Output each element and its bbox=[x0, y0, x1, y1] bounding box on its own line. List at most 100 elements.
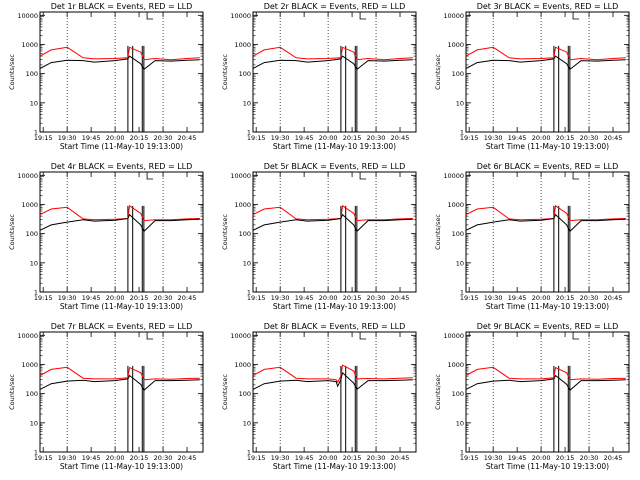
y-tick-label: 10 bbox=[243, 419, 251, 427]
data-gap-marker bbox=[567, 205, 571, 293]
data-gap-marker bbox=[340, 365, 347, 453]
events-series-line bbox=[252, 371, 413, 391]
y-tick-label: 10 bbox=[243, 99, 251, 107]
lld-series-line bbox=[465, 366, 626, 381]
chart-title: Det 5r BLACK = Events, RED = LLD bbox=[264, 162, 406, 171]
y-tick-label: 1 bbox=[460, 289, 464, 297]
chart-panel-2: Det 2r BLACK = Events, RED = LLD Counts/s… bbox=[221, 2, 417, 151]
plot-frame bbox=[252, 11, 417, 133]
step-marker bbox=[572, 172, 580, 180]
y-tick-label: 1000 bbox=[234, 201, 251, 209]
x-tick-label: 20:30 bbox=[154, 294, 173, 302]
x-tick-label: 19:15 bbox=[247, 134, 266, 142]
chart-panel-8: Det 8r BLACK = Events, RED = LLD Counts/s… bbox=[221, 322, 417, 471]
y-tick-label: 10000 bbox=[17, 332, 38, 340]
lld-series-line bbox=[39, 366, 200, 381]
x-tick-label: 19:30 bbox=[484, 454, 503, 462]
data-gap-marker bbox=[141, 205, 145, 293]
x-tick-label: 20:45 bbox=[178, 294, 197, 302]
y-tick-label: 100 bbox=[239, 230, 251, 238]
x-tick-label: 19:45 bbox=[508, 134, 527, 142]
x-tick-label: 19:15 bbox=[460, 134, 479, 142]
x-tick-label: 20:30 bbox=[154, 134, 173, 142]
x-tick-label: 20:45 bbox=[178, 454, 197, 462]
y-axis-label: Counts/sec bbox=[221, 54, 229, 90]
x-axis-label: Start Time (11-May-10 19:13:00) bbox=[60, 462, 183, 471]
events-series-line bbox=[465, 213, 626, 233]
data-gap-marker bbox=[553, 205, 560, 293]
lld-series-line bbox=[252, 364, 413, 384]
x-tick-label: 19:45 bbox=[508, 454, 527, 462]
y-tick-label: 1000 bbox=[234, 361, 251, 369]
y-tick-label: 1000 bbox=[234, 41, 251, 49]
y-tick-label: 1000 bbox=[447, 201, 464, 209]
chart-panel-6: Det 6r BLACK = Events, RED = LLD Counts/s… bbox=[434, 162, 630, 311]
chart-panel-3: Det 3r BLACK = Events, RED = LLD Counts/s… bbox=[434, 2, 630, 151]
chart-title: Det 3r BLACK = Events, RED = LLD bbox=[477, 2, 619, 11]
y-tick-label: 100 bbox=[26, 230, 38, 238]
chart-title: Det 2r BLACK = Events, RED = LLD bbox=[264, 2, 406, 11]
x-tick-label: 20:30 bbox=[367, 134, 386, 142]
y-tick-label: 1 bbox=[247, 129, 251, 137]
y-tick-label: 10 bbox=[456, 99, 464, 107]
data-gap-marker bbox=[567, 45, 571, 133]
events-series-line bbox=[39, 213, 200, 233]
y-tick-label: 1 bbox=[34, 289, 38, 297]
y-tick-label: 100 bbox=[26, 70, 38, 78]
x-tick-label: 20:45 bbox=[391, 294, 410, 302]
x-tick-label: 19:30 bbox=[58, 294, 77, 302]
y-tick-label: 10000 bbox=[230, 332, 251, 340]
x-axis-label: Start Time (11-May-10 19:13:00) bbox=[486, 142, 609, 151]
x-tick-label: 19:15 bbox=[34, 454, 53, 462]
x-axis-label: Start Time (11-May-10 19:13:00) bbox=[486, 462, 609, 471]
data-gap-marker bbox=[127, 365, 134, 453]
y-tick-label: 1 bbox=[460, 449, 464, 457]
y-axis-label: Counts/sec bbox=[434, 374, 442, 410]
x-axis-label: Start Time (11-May-10 19:13:00) bbox=[273, 302, 396, 311]
y-tick-label: 1000 bbox=[447, 361, 464, 369]
plot-frame bbox=[465, 171, 630, 293]
data-gap-marker bbox=[553, 365, 560, 453]
y-tick-label: 10 bbox=[30, 419, 38, 427]
x-tick-label: 20:30 bbox=[580, 134, 599, 142]
data-gap-marker bbox=[354, 45, 358, 133]
data-gap-marker bbox=[127, 45, 134, 133]
lld-series-line bbox=[252, 46, 413, 61]
x-tick-label: 19:15 bbox=[247, 294, 266, 302]
y-tick-label: 10000 bbox=[443, 332, 464, 340]
y-tick-label: 1000 bbox=[21, 361, 38, 369]
x-tick-label: 20:00 bbox=[532, 294, 551, 302]
y-axis-label: Counts/sec bbox=[434, 54, 442, 90]
step-marker bbox=[146, 332, 154, 340]
x-tick-label: 19:45 bbox=[508, 294, 527, 302]
y-tick-label: 1 bbox=[460, 129, 464, 137]
y-tick-label: 100 bbox=[452, 390, 464, 398]
x-tick-label: 19:45 bbox=[295, 134, 314, 142]
y-tick-label: 10000 bbox=[230, 172, 251, 180]
x-tick-label: 19:15 bbox=[34, 134, 53, 142]
data-gap-marker bbox=[354, 205, 358, 293]
x-tick-label: 20:45 bbox=[391, 134, 410, 142]
chart-panel-4: Det 4r BLACK = Events, RED = LLD Counts/s… bbox=[8, 162, 204, 311]
data-gap-marker bbox=[141, 365, 145, 453]
x-axis-label: Start Time (11-May-10 19:13:00) bbox=[273, 142, 396, 151]
x-tick-label: 19:15 bbox=[460, 294, 479, 302]
step-marker bbox=[572, 12, 580, 20]
lld-series-line bbox=[465, 46, 626, 61]
x-axis-label: Start Time (11-May-10 19:13:00) bbox=[273, 462, 396, 471]
y-tick-label: 10000 bbox=[17, 172, 38, 180]
chart-title: Det 6r BLACK = Events, RED = LLD bbox=[477, 162, 619, 171]
y-axis-label: Counts/sec bbox=[434, 214, 442, 250]
x-tick-label: 19:30 bbox=[58, 454, 77, 462]
x-tick-label: 20:00 bbox=[106, 294, 125, 302]
x-tick-label: 19:30 bbox=[271, 134, 290, 142]
y-tick-label: 1000 bbox=[21, 201, 38, 209]
y-axis-label: Counts/sec bbox=[221, 374, 229, 410]
lld-series-line bbox=[252, 204, 413, 222]
chart-title: Det 9r BLACK = Events, RED = LLD bbox=[477, 322, 619, 331]
x-tick-label: 19:45 bbox=[82, 134, 101, 142]
y-tick-label: 100 bbox=[26, 390, 38, 398]
y-tick-label: 10000 bbox=[230, 12, 251, 20]
chart-title: Det 4r BLACK = Events, RED = LLD bbox=[51, 162, 193, 171]
x-tick-label: 20:15 bbox=[343, 134, 362, 142]
